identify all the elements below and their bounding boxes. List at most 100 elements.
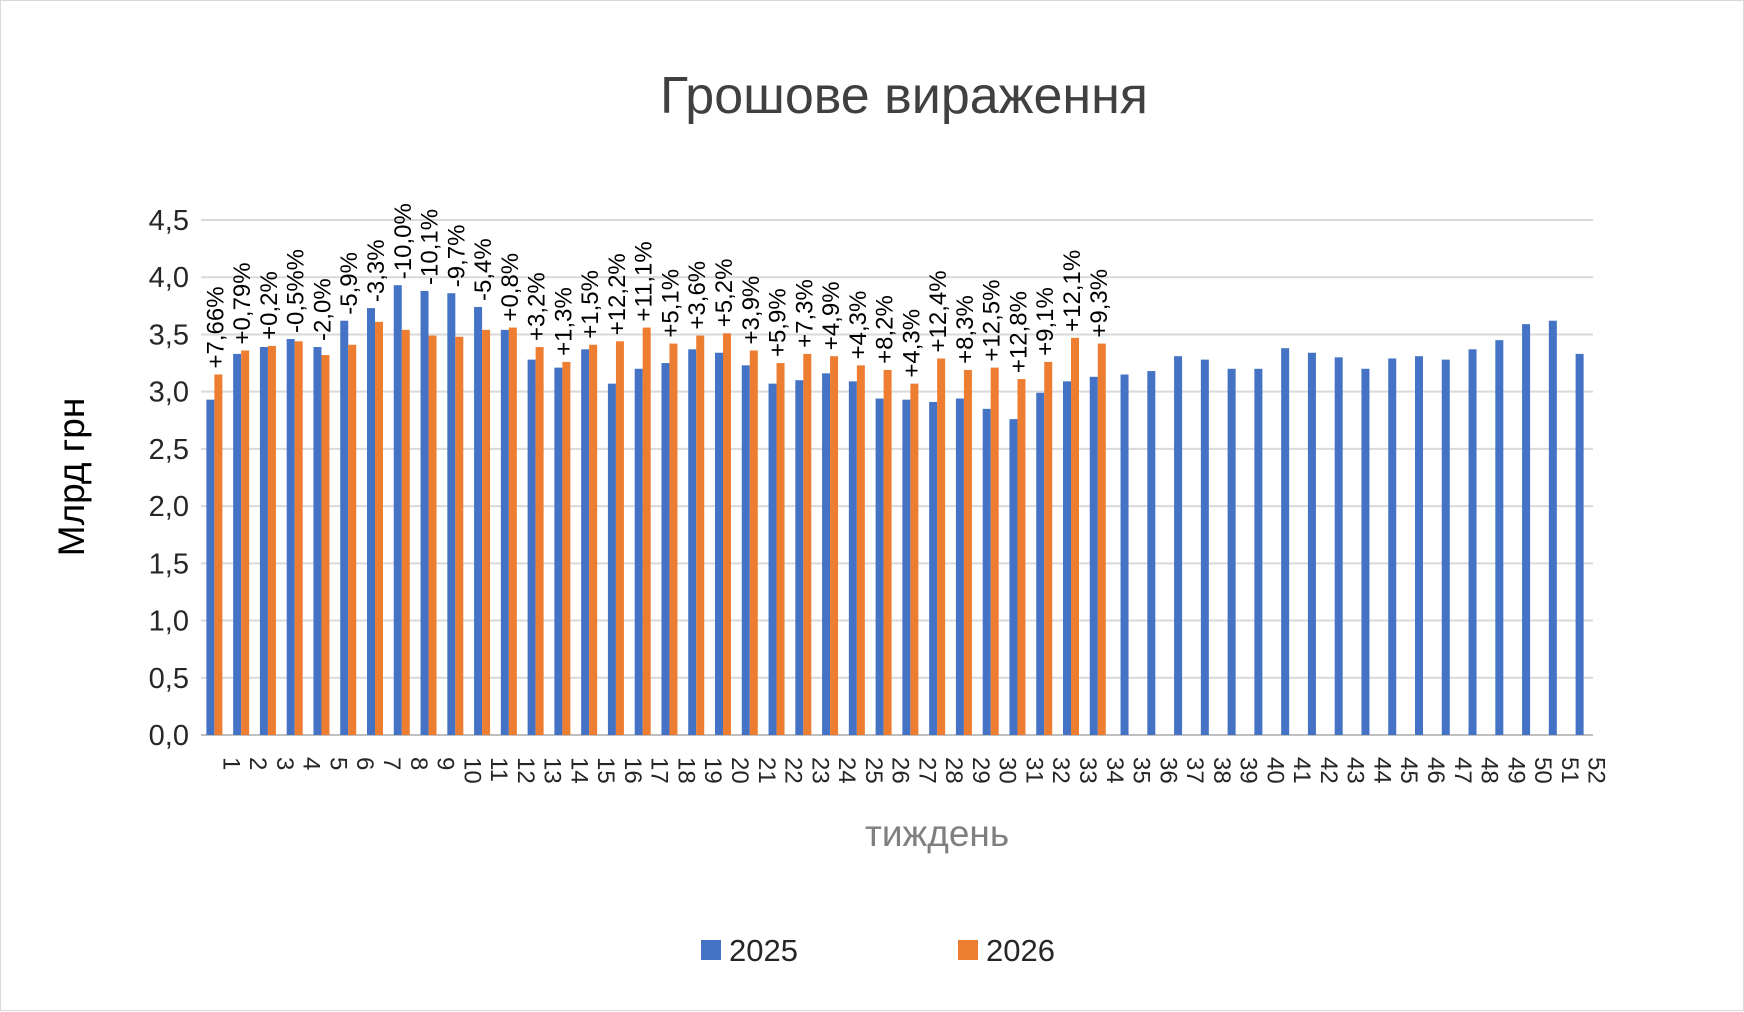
bar-2026-week-27	[910, 383, 919, 735]
bar-2026-week-4	[294, 341, 303, 735]
bar-2025-week-31	[1009, 419, 1018, 735]
bar-2026-week-28	[937, 358, 946, 735]
data-label-week-28: +12,4%	[925, 270, 952, 352]
bar-2025-week-15	[581, 349, 590, 735]
data-label-week-5: -2,0%	[309, 278, 336, 341]
x-tick-label: 23	[806, 757, 833, 784]
bar-2026-week-16	[615, 341, 624, 735]
x-tick-label: 42	[1315, 757, 1342, 784]
y-tick-label: 0,0	[149, 720, 189, 752]
bar-2026-week-29	[963, 369, 972, 735]
bar-2025-week-33	[1063, 381, 1071, 735]
bar-2025-week-11	[474, 306, 483, 735]
x-tick-label: 17	[646, 757, 673, 784]
bar-2025-week-3	[259, 347, 268, 735]
x-tick-label: 22	[780, 757, 807, 784]
x-tick-label: 6	[351, 757, 378, 770]
bar-2026-week-18	[669, 343, 678, 735]
data-label-week-7: -3,3%	[363, 239, 390, 302]
legend-label-2026: 2026	[986, 933, 1055, 968]
legend: 2025 2026	[701, 933, 1055, 968]
bar-2026-week-20	[723, 333, 731, 735]
data-label-week-16: +12,2%	[604, 253, 631, 335]
data-label-week-23: +7,3%	[791, 279, 818, 348]
legend-swatch-2025	[701, 940, 721, 960]
bar-2025-week-14	[554, 367, 563, 735]
x-tick-label: 52	[1583, 757, 1610, 784]
data-label-week-31: +12,8%	[1005, 291, 1032, 373]
bar-2025-week-51	[1548, 320, 1557, 735]
data-label-week-9: -10,1%	[417, 209, 444, 285]
data-label-week-17: +11,1%	[631, 241, 658, 321]
bar-2026-week-1	[214, 374, 223, 735]
bar-2026-week-6	[348, 344, 357, 735]
x-tick-label: 2	[244, 757, 271, 770]
data-label-week-26: +8,2%	[872, 295, 899, 364]
x-tick-label: 44	[1368, 757, 1395, 784]
bar-2025-week-9	[420, 290, 429, 735]
data-label-week-8: -10,0%	[390, 203, 417, 279]
bar-2026-week-33	[1071, 337, 1079, 735]
x-tick-label: 14	[565, 757, 592, 784]
bar-2025-week-32	[1036, 392, 1045, 735]
x-tick-label: 30	[994, 757, 1021, 784]
y-tick-label: 4,0	[149, 262, 189, 294]
bar-2026-week-10	[455, 336, 464, 735]
y-tick-label: 3,0	[149, 377, 189, 409]
x-tick-label: 36	[1154, 757, 1181, 784]
x-tick-label: 49	[1502, 757, 1529, 784]
data-label-week-18: +5,1%	[657, 269, 684, 338]
chart-title: Грошове вираження	[660, 67, 1148, 125]
x-tick-label: 32	[1047, 757, 1074, 784]
bar-2025-week-7	[367, 308, 375, 735]
bar-2026-week-8	[401, 329, 410, 735]
x-tick-label: 9	[432, 757, 459, 770]
bar-2026-week-19	[696, 335, 705, 735]
x-tick-label: 34	[1101, 757, 1128, 784]
bar-2026-week-22	[776, 363, 785, 735]
bar-2026-week-5	[321, 355, 330, 735]
bar-2025-week-47	[1441, 359, 1450, 735]
x-tick-label: 31	[1020, 757, 1047, 784]
data-label-week-1: +7,66%	[202, 286, 229, 368]
bars	[206, 285, 1584, 735]
bar-2025-week-30	[982, 408, 991, 735]
data-label-week-12: +0,8%	[497, 253, 524, 322]
bar-2026-week-31	[1017, 379, 1026, 735]
x-tick-label: 41	[1288, 757, 1315, 784]
x-tick-label: 45	[1395, 757, 1422, 784]
data-label-week-3: +0,2%	[256, 271, 283, 340]
data-label-week-32: +9,1%	[1032, 287, 1059, 356]
data-label-week-22: +5,9%	[765, 288, 792, 357]
bar-2025-week-17	[634, 368, 643, 735]
x-tick-label: 16	[619, 757, 646, 784]
data-label-week-14: +1,3%	[550, 287, 577, 356]
y-axis-label: Млрд грн	[51, 398, 92, 557]
bar-2025-week-6	[340, 320, 349, 735]
y-tick-label: 1,5	[149, 548, 189, 580]
bar-2026-week-21	[749, 350, 758, 735]
bar-2025-week-44	[1361, 368, 1370, 735]
bar-2025-week-38	[1200, 359, 1209, 735]
data-label-week-15: +1,5%	[577, 270, 604, 339]
bar-2026-week-30	[990, 367, 999, 735]
bar-2025-week-35	[1120, 374, 1129, 735]
data-label-week-13: +3,2%	[524, 272, 551, 341]
y-tick-label: 0,5	[149, 663, 189, 695]
x-tick-label: 43	[1342, 757, 1369, 784]
x-tick-label: 37	[1181, 757, 1208, 784]
x-tick-label: 4	[298, 757, 325, 770]
bar-2025-week-24	[822, 373, 831, 735]
x-tick-label: 35	[1128, 757, 1155, 784]
bar-2025-week-12	[500, 329, 509, 735]
bar-2025-week-34	[1089, 376, 1098, 735]
x-tick-label: 10	[458, 757, 485, 784]
bar-2025-week-26	[875, 398, 884, 735]
bar-2025-week-39	[1227, 368, 1236, 735]
x-tick-label: 7	[378, 757, 405, 770]
y-tick-label: 3,5	[149, 319, 189, 351]
bar-2025-week-20	[715, 352, 723, 735]
x-tick-label: 26	[887, 757, 914, 784]
